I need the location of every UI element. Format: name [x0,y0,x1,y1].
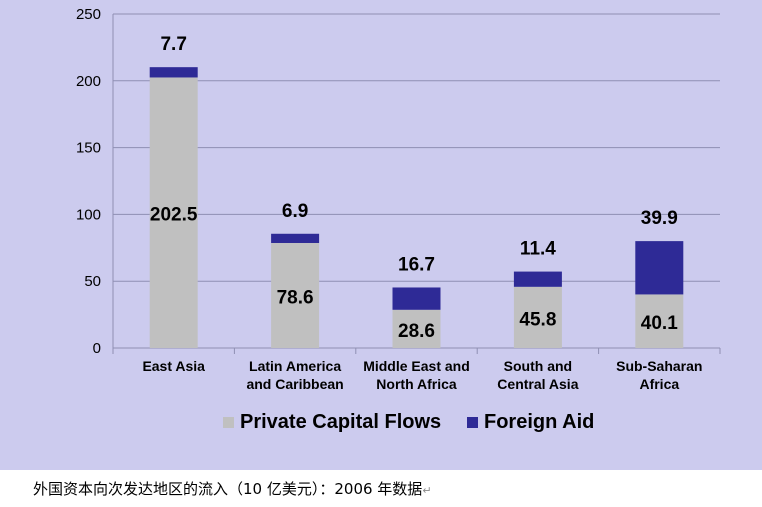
legend-label-private: Private Capital Flows [240,411,441,433]
caption-text: 外国资本向次发达地区的流入（10 亿美元）：2006 年数据 [33,480,423,498]
x-category-label: Sub-Saharan [616,358,702,374]
x-category-label: East Asia [142,358,205,374]
data-label-aid: 39.9 [641,208,678,229]
y-tick-label: 150 [76,140,101,157]
data-label-private: 28.6 [398,321,435,342]
bar-private-capital [392,309,441,348]
bar-private-capital [149,77,198,349]
x-category-label: Middle East and [363,358,470,374]
bar-foreign-aid [149,67,198,78]
x-category-label: Africa [639,376,679,392]
y-tick-label: 0 [93,340,101,357]
return-mark-icon: ↵ [422,484,432,497]
y-tick-label: 250 [76,6,101,23]
data-label-private: 45.8 [519,309,556,330]
data-label-private: 202.5 [150,205,198,226]
legend-label-aid: Foreign Aid [484,411,594,433]
data-label-private: 40.1 [641,313,678,334]
x-category-label: Central Asia [497,376,578,392]
bar-foreign-aid [635,241,684,295]
bar-foreign-aid [271,233,320,243]
bar-private-capital [635,294,684,348]
data-label-aid: 6.9 [282,201,308,222]
chart-svg: 0 50 100 150 200 250 202.5 7.7 East Asia 78.6 6.9 L… [0,0,762,470]
caption: 外国资本向次发达地区的流入（10 亿美元）：2006 年数据↵ [33,478,432,499]
x-category-label: North Africa [376,376,457,392]
data-label-aid: 7.7 [160,34,186,55]
x-category-label: Latin America [249,358,341,374]
bar-foreign-aid [392,287,441,310]
x-category-label: South and [504,358,572,374]
y-tick-label: 100 [76,206,101,223]
bar-private-capital [271,242,320,348]
data-label-private: 78.6 [277,287,314,308]
legend-swatch-aid [467,417,478,428]
legend-swatch-private [223,417,234,428]
y-tick-label: 200 [76,73,101,90]
x-category-label: and Caribbean [246,376,343,392]
chart-area: 0 50 100 150 200 250 202.5 7.7 East Asia 78.6 6.9 L… [0,0,762,470]
data-label-aid: 16.7 [398,254,435,275]
bar-foreign-aid [513,271,562,287]
y-tick-label: 50 [84,273,101,290]
bar-private-capital [513,286,562,348]
data-label-aid: 11.4 [520,239,556,260]
chart-background [0,0,762,470]
